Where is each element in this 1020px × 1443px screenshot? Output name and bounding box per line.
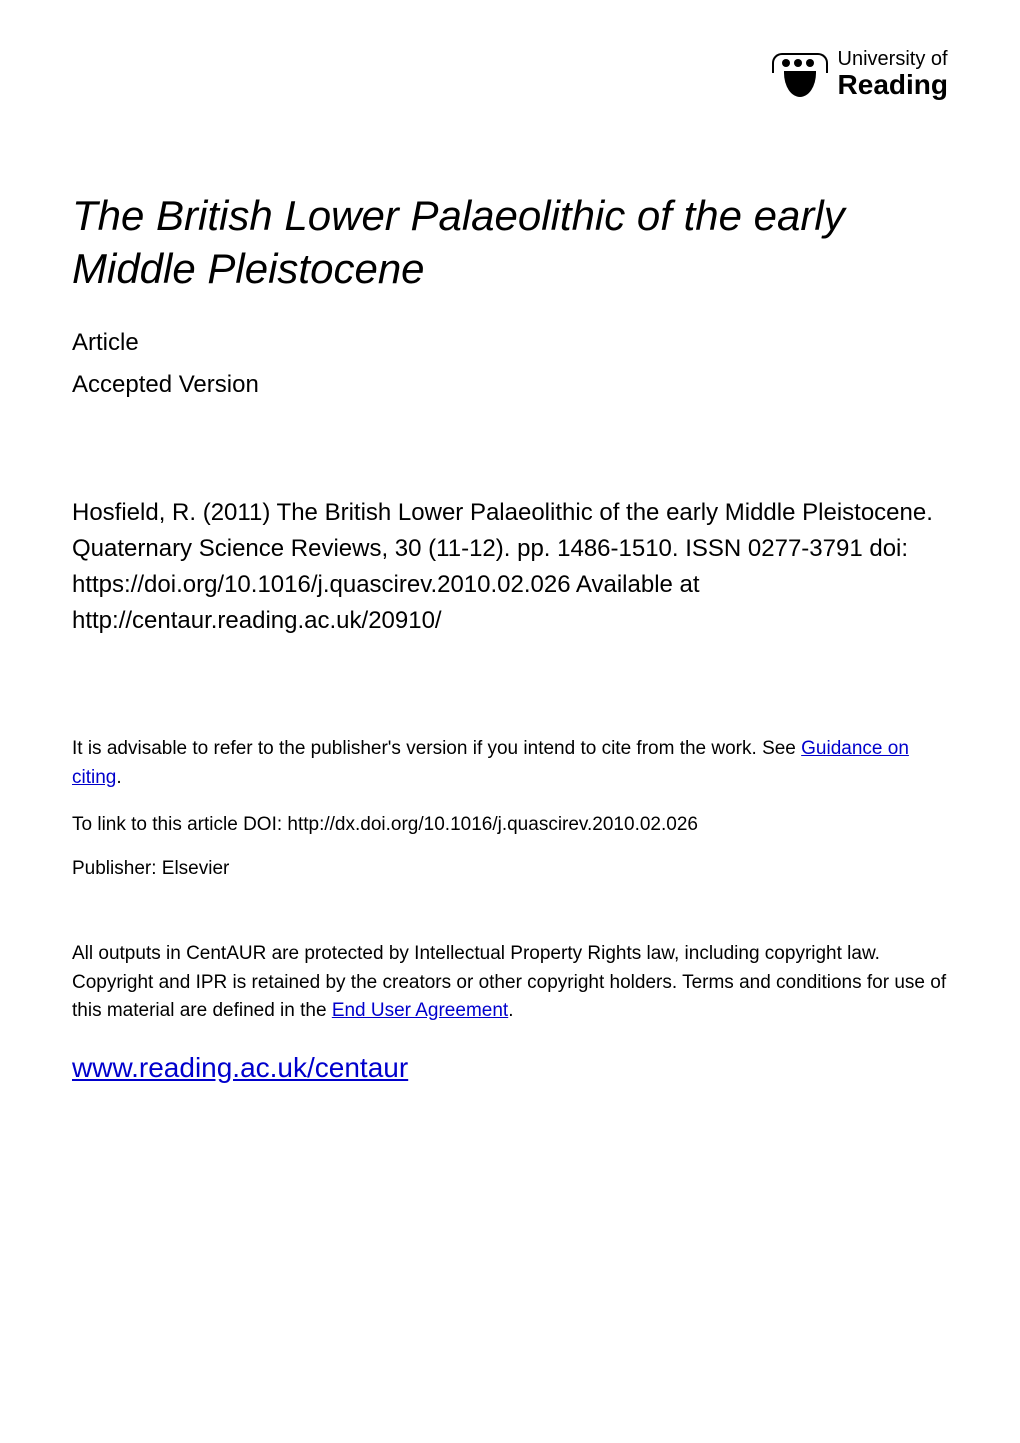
document-version: Accepted Version [72,371,948,399]
advice-suffix: . [116,767,121,788]
doi-line: To link to this article DOI: http://dx.d… [72,814,948,836]
document-type: Article [72,329,948,357]
institution-logo: University of Reading [772,48,948,101]
advice-prefix: It is advisable to refer to the publishe… [72,738,801,759]
doi-label: To link to this article DOI: [72,814,287,835]
logo-mark [772,53,828,97]
centaur-link[interactable]: www.reading.ac.uk/centaur [72,1052,408,1083]
citing-advice: It is advisable to refer to the publishe… [72,735,948,792]
eua-link[interactable]: End User Agreement [332,1000,508,1021]
doi-value: http://dx.doi.org/10.1016/j.quascirev.20… [287,814,698,835]
rights-suffix: . [508,1000,513,1021]
publisher-line: Publisher: Elsevier [72,858,948,880]
document-title: The British Lower Palaeolithic of the ea… [72,190,948,295]
publisher-value: Elsevier [162,858,230,879]
logo-text: University of Reading [838,48,948,101]
rights-block: All outputs in CentAUR are protected by … [72,940,948,1026]
publisher-label: Publisher: [72,858,162,879]
logo-line1: University of [838,48,948,71]
centaur-url-line: www.reading.ac.uk/centaur [72,1052,948,1084]
logo-line2: Reading [838,69,948,101]
citation-block: Hosfield, R. (2011) The British Lower Pa… [72,495,948,639]
